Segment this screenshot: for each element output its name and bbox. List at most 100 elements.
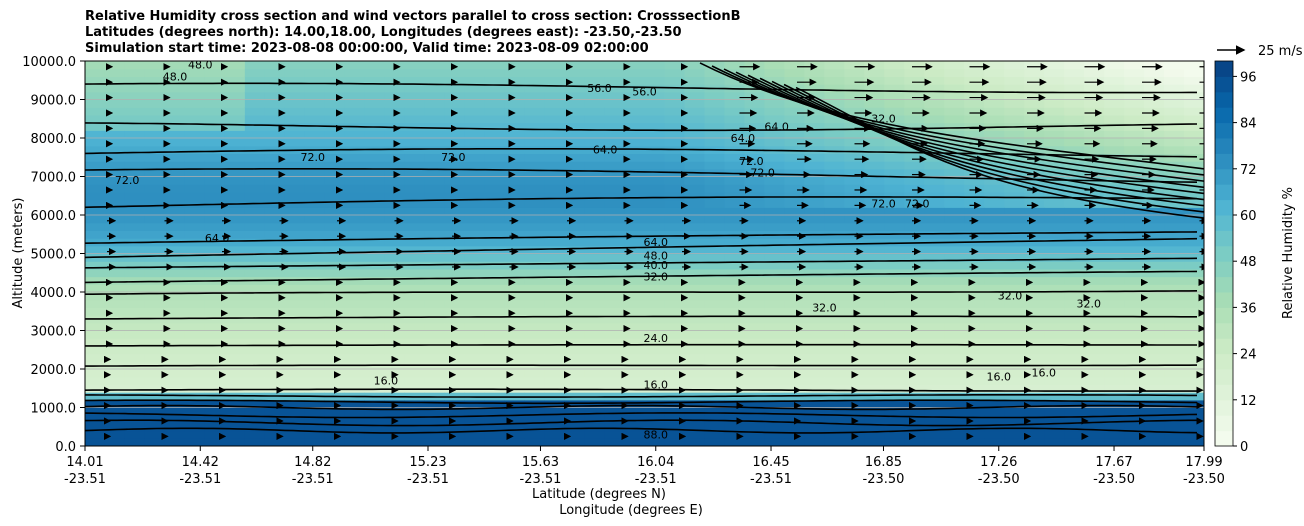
- humidity-cell: [804, 369, 825, 378]
- y-tick-label: 8000.0: [31, 132, 77, 147]
- humidity-cell: [844, 107, 865, 116]
- humidity-cell: [244, 253, 266, 262]
- humidity-cell: [284, 68, 306, 77]
- humidity-cell: [124, 114, 146, 124]
- humidity-cell: [704, 330, 726, 339]
- humidity-cell: [664, 176, 686, 185]
- humidity-cell: [104, 138, 126, 147]
- humidity-cell: [584, 61, 606, 70]
- humidity-cell: [284, 161, 306, 170]
- humidity-cell: [984, 230, 1005, 239]
- humidity-cell: [344, 245, 366, 255]
- humidity-cell: [544, 430, 566, 439]
- humidity-cell: [304, 238, 326, 247]
- humidity-cell: [844, 61, 865, 70]
- humidity-cell: [544, 130, 566, 139]
- humidity-cell: [684, 261, 706, 270]
- contour-label: 72.0: [905, 197, 930, 210]
- humidity-cell: [604, 153, 626, 162]
- humidity-cell: [224, 307, 246, 316]
- humidity-cell: [484, 138, 506, 147]
- humidity-cell: [924, 284, 945, 293]
- humidity-cell: [744, 184, 765, 193]
- humidity-cell: [1084, 145, 1105, 154]
- humidity-cell: [164, 322, 186, 332]
- humidity-cell: [1044, 422, 1065, 432]
- humidity-cell: [104, 384, 126, 393]
- humidity-cell: [1144, 145, 1165, 154]
- humidity-cell: [724, 376, 746, 385]
- humidity-cell: [164, 268, 186, 278]
- humidity-cell: [1084, 68, 1105, 77]
- humidity-cell: [524, 222, 546, 231]
- humidity-cell: [924, 384, 945, 393]
- humidity-cell: [444, 61, 466, 70]
- humidity-cell: [1044, 315, 1065, 324]
- humidity-cell: [1064, 138, 1085, 147]
- humidity-cell: [164, 130, 186, 139]
- humidity-cell: [884, 299, 905, 308]
- humidity-cell: [384, 376, 406, 385]
- humidity-cell: [264, 268, 286, 278]
- humidity-cell: [264, 438, 286, 446]
- humidity-cell: [324, 68, 346, 77]
- humidity-cell: [85, 238, 106, 247]
- humidity-cell: [1084, 430, 1105, 439]
- colorbar-segment: [1215, 122, 1233, 139]
- humidity-cell: [484, 322, 506, 332]
- humidity-cell: [384, 253, 406, 262]
- humidity-cell: [824, 338, 845, 347]
- humidity-cell: [464, 376, 486, 385]
- humidity-cell: [604, 99, 626, 108]
- humidity-cell: [264, 422, 286, 432]
- humidity-cell: [364, 84, 386, 93]
- humidity-cell: [664, 230, 686, 239]
- humidity-cell: [344, 430, 366, 439]
- humidity-cell: [1044, 415, 1065, 424]
- humidity-cell: [264, 407, 286, 416]
- humidity-cell: [704, 114, 726, 124]
- humidity-cell: [744, 130, 765, 139]
- humidity-cell: [924, 215, 945, 224]
- x-axis-label-2: Longitude (degrees E): [559, 503, 703, 518]
- contour-line: [85, 257, 1198, 269]
- humidity-cell: [364, 438, 386, 446]
- humidity-cell: [304, 268, 326, 278]
- humidity-cell: [164, 145, 186, 154]
- humidity-cell: [784, 330, 805, 339]
- humidity-cell: [764, 422, 785, 432]
- humidity-cell: [524, 407, 546, 416]
- contour-line: [711, 65, 1204, 176]
- humidity-cell: [1104, 107, 1125, 116]
- humidity-cell: [584, 122, 606, 131]
- humidity-cell: [704, 99, 726, 108]
- humidity-cell: [504, 261, 526, 270]
- humidity-cell: [184, 345, 206, 355]
- humidity-cell: [644, 345, 666, 355]
- humidity-cell: [764, 376, 785, 385]
- humidity-cell: [904, 284, 925, 293]
- humidity-cell: [744, 268, 765, 278]
- humidity-cell: [224, 91, 246, 101]
- humidity-cell: [624, 292, 646, 301]
- humidity-cell: [924, 161, 945, 170]
- humidity-cell: [1144, 84, 1165, 93]
- humidity-cell: [824, 122, 845, 131]
- colorbar-tick-label: 60: [1240, 209, 1257, 224]
- humidity-cell: [864, 392, 885, 401]
- humidity-cell: [1184, 161, 1204, 170]
- humidity-cell: [104, 76, 126, 85]
- humidity-cell: [664, 307, 686, 316]
- humidity-cell: [404, 168, 426, 178]
- humidity-cell: [1124, 91, 1145, 101]
- humidity-cell: [1084, 238, 1105, 247]
- humidity-cell: [204, 353, 226, 362]
- humidity-cell: [764, 330, 785, 339]
- humidity-cell: [424, 114, 446, 124]
- humidity-cell: [144, 253, 166, 262]
- y-tick-label: 6000.0: [31, 209, 77, 224]
- humidity-cell: [1044, 114, 1065, 124]
- humidity-cell: [904, 315, 925, 324]
- humidity-cell: [164, 315, 186, 324]
- humidity-cell: [824, 191, 845, 201]
